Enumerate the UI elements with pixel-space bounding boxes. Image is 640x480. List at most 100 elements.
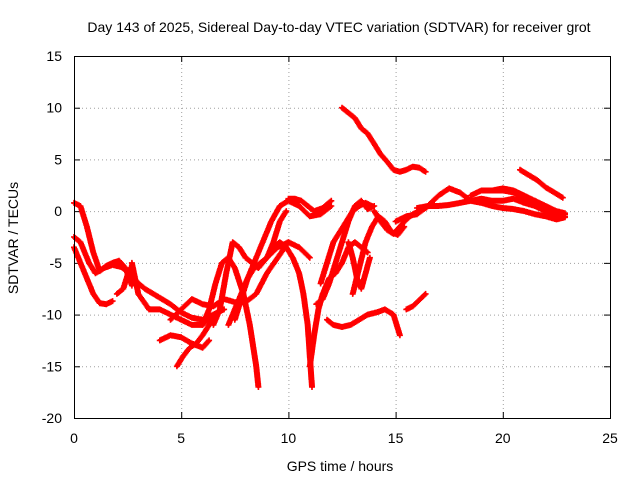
data-point (544, 185, 548, 189)
data-point (94, 271, 97, 275)
data-point (555, 212, 558, 216)
data-point (278, 220, 282, 223)
data-point (284, 209, 288, 213)
data-point (233, 318, 237, 322)
data-point (555, 218, 558, 221)
data-point (293, 197, 297, 201)
series-track-17 (313, 197, 378, 308)
data-point (533, 199, 537, 203)
data-point (512, 207, 515, 211)
data-point (353, 116, 357, 120)
data-point (366, 132, 370, 135)
data-point (396, 233, 400, 237)
data-point (394, 220, 397, 223)
data-point (338, 230, 342, 234)
data-point (104, 302, 108, 306)
data-point (437, 204, 440, 208)
data-point (308, 214, 312, 218)
y-tick-label: -10 (42, 307, 62, 323)
data-point (115, 292, 119, 296)
data-point (479, 189, 483, 192)
data-point (252, 266, 256, 270)
data-point (404, 214, 408, 218)
data-point (102, 266, 106, 270)
data-point (271, 240, 275, 244)
y-tick-label: -5 (50, 255, 63, 271)
data-point (501, 199, 505, 203)
data-point (490, 199, 494, 203)
data-point (207, 339, 211, 342)
data-point (91, 251, 95, 254)
data-point (372, 209, 376, 213)
data-point (518, 168, 522, 172)
data-point (79, 204, 82, 208)
data-point (501, 189, 505, 192)
data-point (392, 232, 395, 236)
data-point (417, 298, 421, 302)
data-point (392, 313, 395, 316)
data-point (314, 302, 318, 306)
x-tick-label: 25 (602, 430, 618, 446)
x-tick-label: 0 (70, 430, 78, 446)
data-point (319, 282, 322, 285)
data-point (392, 168, 395, 172)
data-point (379, 220, 382, 223)
data-point (490, 204, 494, 208)
data-point (533, 212, 537, 216)
data-point (415, 212, 419, 216)
data-point (190, 316, 194, 320)
data-point (398, 225, 402, 229)
data-point (278, 204, 282, 208)
data-point (222, 308, 226, 311)
data-point (299, 199, 303, 203)
data-point (239, 297, 243, 301)
data-point (469, 194, 473, 198)
data-point (121, 287, 125, 291)
data-point (372, 204, 376, 208)
plot-frame (74, 56, 611, 419)
data-point (372, 142, 376, 146)
data-point (160, 297, 164, 301)
data-point (359, 199, 363, 203)
data-point (340, 261, 344, 265)
data-point (383, 308, 387, 311)
data-point (424, 170, 428, 174)
data-point (512, 197, 515, 201)
data-point (535, 178, 539, 182)
data-point (411, 304, 415, 308)
data-point (310, 385, 314, 389)
data-point (194, 342, 198, 345)
data-point (329, 199, 333, 203)
x-tick-label: 10 (281, 430, 297, 446)
data-point (458, 201, 462, 205)
data-point (426, 204, 430, 208)
data-point (347, 220, 350, 223)
data-point (522, 209, 526, 213)
data-point (151, 292, 155, 296)
data-point (501, 206, 505, 210)
data-point (398, 333, 402, 337)
data-point (340, 240, 344, 244)
data-point (366, 313, 370, 316)
data-point (119, 265, 123, 269)
data-point (224, 271, 228, 275)
data-point (417, 166, 421, 170)
data-point (312, 209, 316, 213)
data-point (308, 256, 312, 260)
data-point (169, 302, 172, 306)
data-point (252, 261, 256, 265)
data-point (349, 323, 352, 327)
data-point (179, 308, 183, 311)
data-point (158, 339, 162, 342)
data-point (179, 318, 183, 322)
y-tick-label: -15 (42, 358, 62, 374)
data-point (231, 240, 235, 244)
data-point (552, 191, 556, 194)
x-tick-label: 15 (388, 430, 404, 446)
data-point (233, 266, 237, 270)
y-tick-label: 5 (54, 151, 62, 167)
data-point (254, 292, 258, 296)
data-point (147, 308, 151, 311)
data-point (269, 220, 273, 223)
